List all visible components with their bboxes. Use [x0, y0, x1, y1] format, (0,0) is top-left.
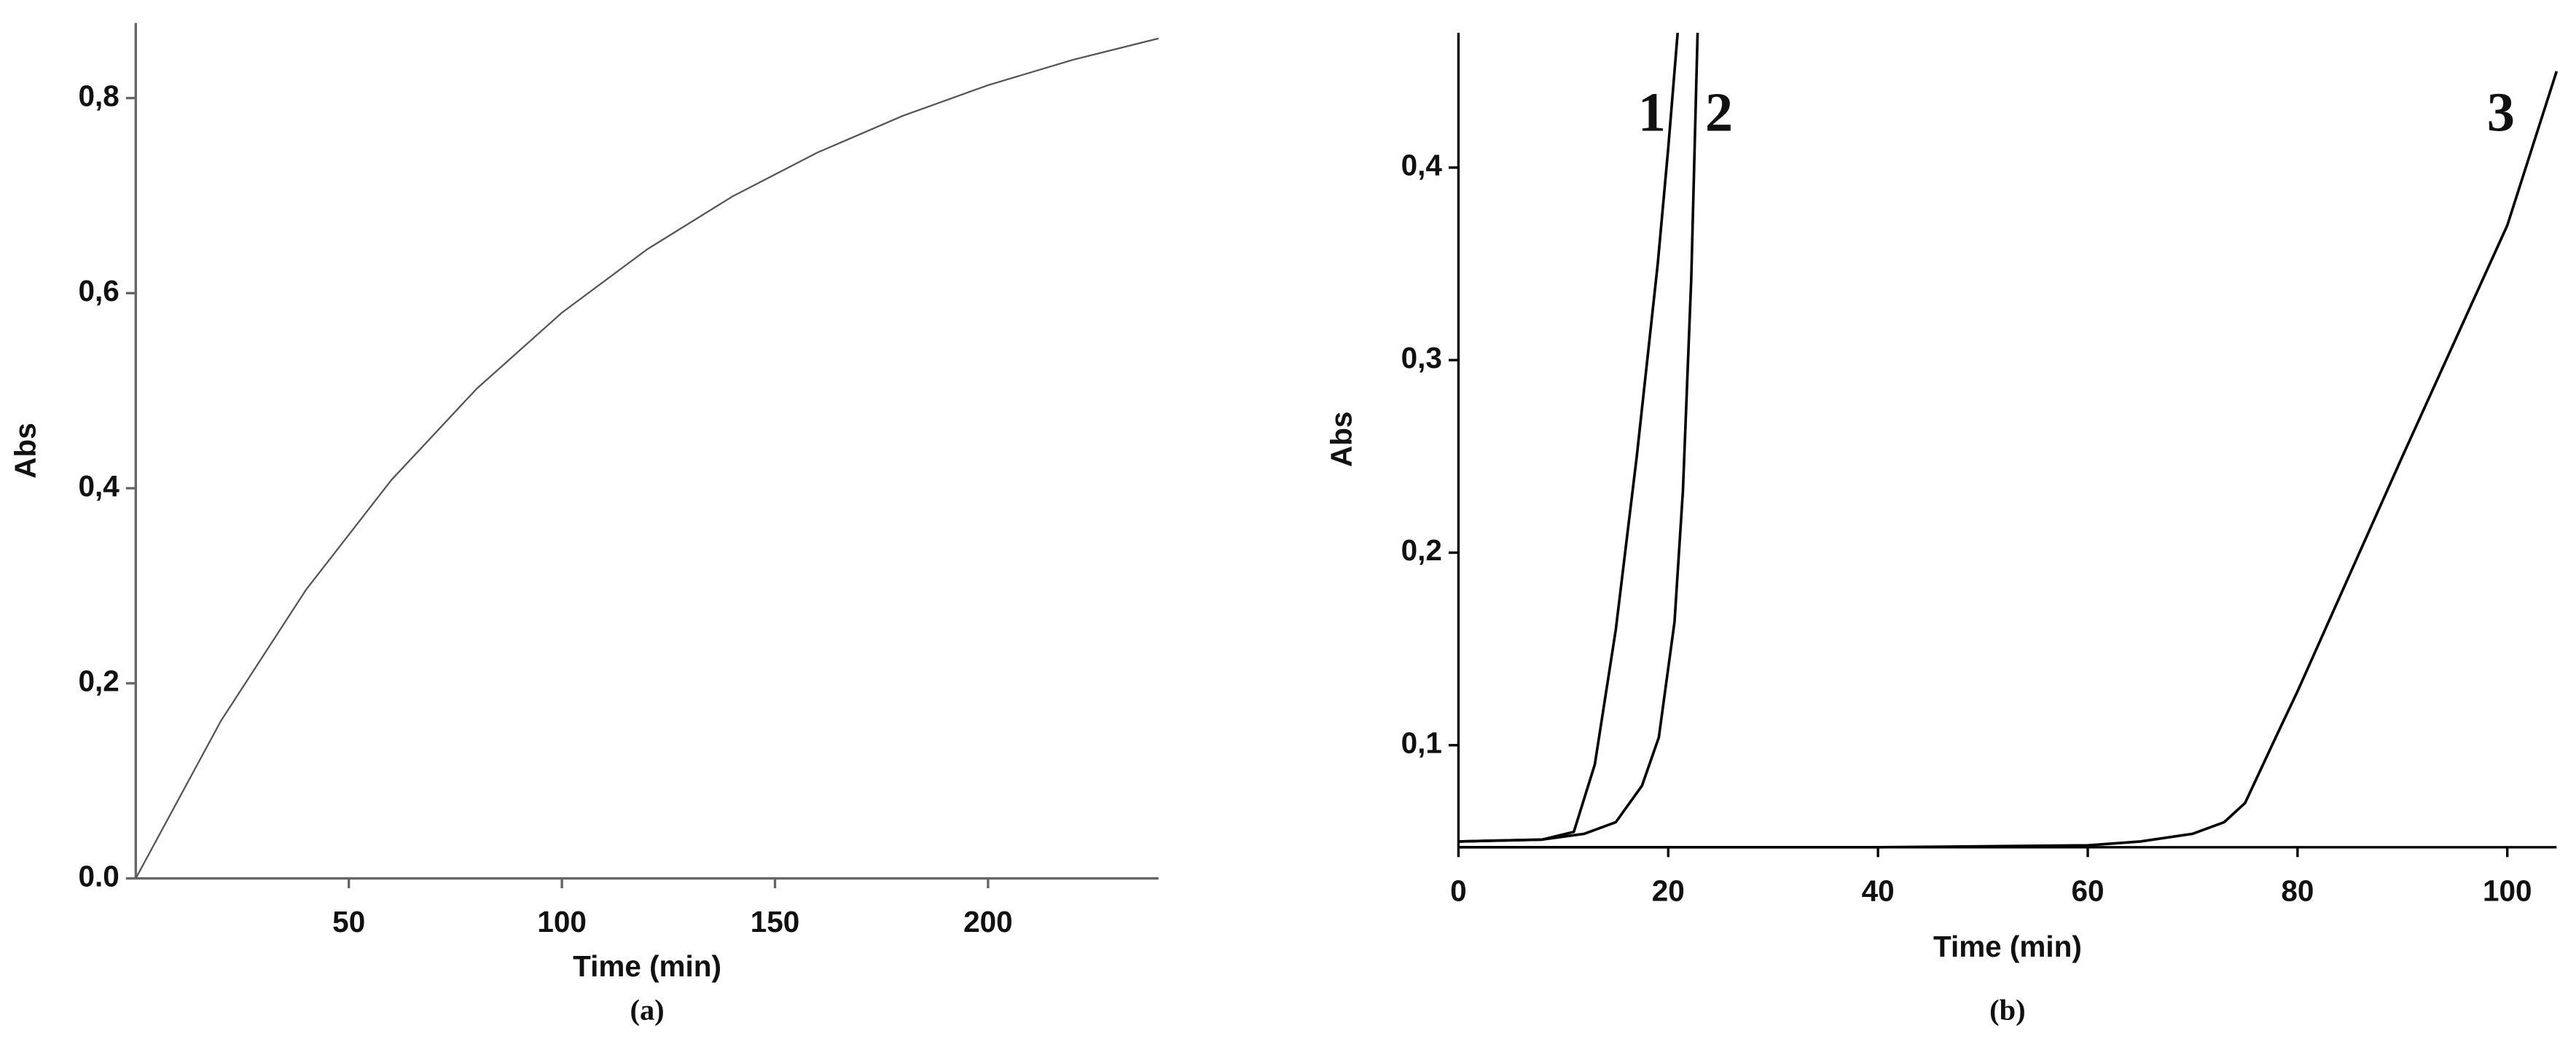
y-tick-label: 0.0: [79, 859, 120, 893]
series-label: 1: [1638, 81, 1666, 143]
y-tick-label: 0,4: [79, 469, 120, 503]
x-tick-label: 40: [1862, 874, 1895, 908]
y-tick-label: 0,2: [79, 664, 120, 698]
x-tick-label: 50: [332, 905, 365, 938]
x-axis-label: Time (min): [573, 949, 721, 983]
series-label: 3: [2487, 81, 2515, 143]
line-series: [135, 37, 1159, 879]
x-tick-label: 200: [963, 905, 1013, 938]
y-axis-label: Abs: [1325, 412, 1358, 467]
x-tick-label: 150: [751, 905, 800, 938]
line-series: [1458, 32, 1699, 843]
x-tick-label: 60: [2072, 874, 2105, 908]
series-label: 2: [1705, 81, 1733, 143]
caption: (b): [1989, 993, 2025, 1026]
x-tick-label: 0: [1450, 874, 1467, 908]
line-series: [1458, 71, 2559, 849]
y-tick-label: 0,2: [1401, 533, 1442, 567]
x-tick-label: 100: [537, 905, 587, 938]
y-axis-label: Abs: [9, 423, 42, 478]
y-tick-label: 0,4: [1401, 149, 1443, 182]
x-tick-label: 80: [2281, 874, 2314, 908]
caption: (a): [630, 993, 664, 1026]
y-tick-label: 0,6: [79, 274, 120, 307]
x-tick-label: 20: [1652, 874, 1685, 908]
x-axis-label: Time (min): [1933, 930, 2082, 963]
y-tick-label: 0,8: [79, 79, 120, 112]
y-tick-label: 0,3: [1401, 341, 1442, 375]
x-tick-label: 100: [2483, 874, 2532, 908]
y-tick-label: 0,1: [1401, 726, 1442, 759]
line-series: [1458, 32, 1680, 843]
